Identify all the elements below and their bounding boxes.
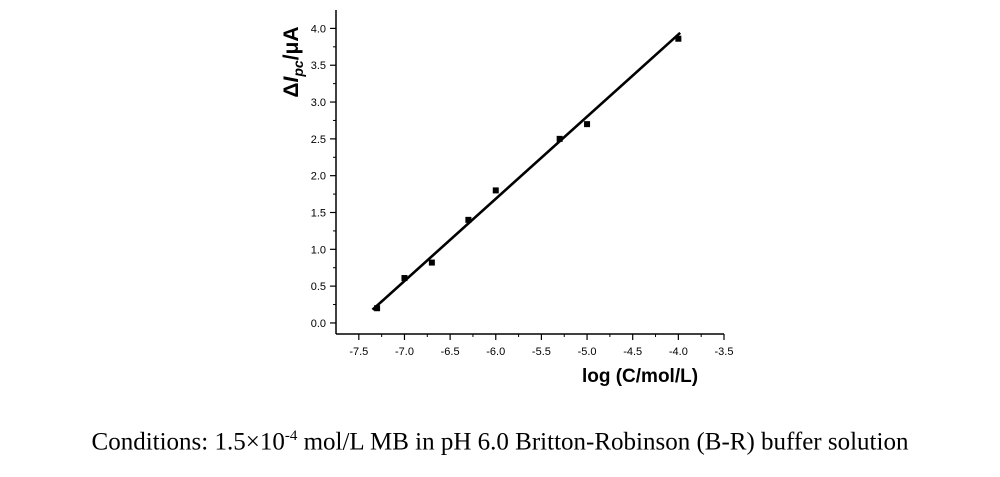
y-tick-label: 0.0 bbox=[311, 318, 326, 330]
data-point bbox=[492, 187, 499, 194]
data-point bbox=[465, 216, 472, 223]
x-tick-label: -4.5 bbox=[623, 346, 642, 358]
y-tick-label: 2.5 bbox=[311, 134, 326, 146]
y-tick-label: 4.0 bbox=[311, 23, 326, 35]
x-tick-label: -5.5 bbox=[532, 346, 551, 358]
data-point bbox=[584, 121, 591, 128]
y-tick-label: 3.0 bbox=[311, 97, 326, 109]
x-tick-label: -6.0 bbox=[486, 346, 505, 358]
caption-prefix: Conditions: 1.5×10 bbox=[91, 428, 285, 456]
fit-line bbox=[371, 31, 682, 311]
data-point bbox=[374, 305, 381, 312]
y-tick-label: 1.0 bbox=[311, 244, 326, 256]
y-axis-title-unit: /μA bbox=[280, 26, 303, 60]
y-axis-ticks: 0.0 0.5 1.0 1.5 2.0 2.5 3.0 3.5 4.0 bbox=[311, 23, 336, 330]
caption-exponent: -4 bbox=[284, 428, 298, 444]
y-tick-label: 3.5 bbox=[311, 60, 326, 72]
fit-line-group bbox=[371, 31, 682, 311]
x-tick-label: -3.5 bbox=[715, 346, 734, 358]
y-axis-title-subscript: pc bbox=[290, 60, 306, 78]
data-points bbox=[374, 35, 682, 312]
y-axis-title-delta: Δ bbox=[280, 82, 303, 97]
x-tick-label: -5.0 bbox=[578, 346, 597, 358]
data-point bbox=[428, 259, 435, 266]
y-axis-title: ΔIpc/μA bbox=[280, 26, 306, 97]
x-tick-label: -7.5 bbox=[349, 346, 368, 358]
x-axis-ticks: -7.5 -7.0 -6.5 -6.0 -5.5 -5.0 -4.5 -4.0 -3.5 bbox=[349, 334, 733, 358]
y-tick-label: 1.5 bbox=[311, 208, 326, 220]
x-tick-label: -6.5 bbox=[441, 346, 460, 358]
x-tick-label: -7.0 bbox=[395, 346, 414, 358]
data-point bbox=[556, 135, 563, 142]
y-tick-label: 2.0 bbox=[311, 171, 326, 183]
chart-axes bbox=[335, 10, 724, 335]
data-point bbox=[675, 35, 682, 42]
x-tick-label: -4.0 bbox=[669, 346, 688, 358]
calibration-chart: -7.5 -7.0 -6.5 -6.0 -5.5 -5.0 -4.5 -4.0 -3.5 0.0… bbox=[280, 10, 733, 387]
y-axis-title-symbol: I bbox=[280, 75, 303, 82]
figure-caption: Conditions: 1.5×10-4 mol/L MB in pH 6.0 … bbox=[0, 428, 1000, 456]
data-point bbox=[401, 275, 408, 282]
y-tick-label: 0.5 bbox=[311, 281, 326, 293]
caption-suffix: mol/L MB in pH 6.0 Britton-Robinson (B-R… bbox=[297, 428, 909, 456]
x-axis-title: log (C/mol/L) bbox=[582, 366, 698, 387]
